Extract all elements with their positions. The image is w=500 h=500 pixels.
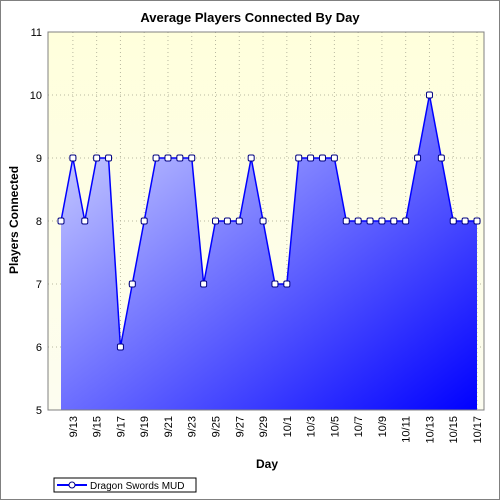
data-point xyxy=(259,217,267,225)
data-point xyxy=(307,154,315,162)
data-point xyxy=(295,154,303,162)
y-tick-label: 8 xyxy=(36,216,42,228)
x-tick-label: 9/21 xyxy=(163,416,175,437)
data-point xyxy=(188,154,196,162)
series-line xyxy=(60,94,477,348)
data-point xyxy=(223,217,231,225)
x-tick-label: 10/1 xyxy=(282,416,294,437)
x-tick-label: 10/11 xyxy=(401,416,413,443)
y-tick-label: 11 xyxy=(31,27,42,39)
data-point xyxy=(105,154,113,162)
y-tick-label: 7 xyxy=(36,279,42,291)
data-point xyxy=(425,91,433,99)
plot-border xyxy=(47,31,485,411)
data-point xyxy=(200,280,208,288)
data-point xyxy=(342,217,350,225)
data-point xyxy=(437,154,445,162)
x-tick-label: 9/29 xyxy=(258,416,270,437)
x-axis-ticks: 9/13 9/15 9/17 9/19 9/21 9/23 9/25 9/27 9/29 10/1… xyxy=(68,416,484,444)
data-point xyxy=(318,154,326,162)
x-tick-label: 9/19 xyxy=(139,416,151,437)
data-point xyxy=(271,280,279,288)
legend-label: Dragon Swords MUD xyxy=(90,481,184,492)
data-point xyxy=(378,217,386,225)
data-point xyxy=(152,154,160,162)
x-tick-label: 10/9 xyxy=(377,416,389,437)
data-point xyxy=(366,217,374,225)
data-point xyxy=(69,154,77,162)
data-point xyxy=(93,154,101,162)
data-point xyxy=(164,154,172,162)
x-tick-label: 9/27 xyxy=(234,416,246,437)
data-point xyxy=(402,217,410,225)
x-tick-label: 10/15 xyxy=(448,416,460,444)
x-tick-label: 10/17 xyxy=(472,416,484,444)
x-tick-label: 10/13 xyxy=(424,416,436,444)
y-tick-label: 6 xyxy=(36,342,42,354)
data-point xyxy=(390,217,398,225)
data-point xyxy=(330,154,338,162)
x-tick-label: 9/15 xyxy=(92,416,104,437)
x-tick-label: 9/23 xyxy=(187,416,199,437)
legend: Dragon Swords MUD xyxy=(53,477,197,493)
data-point xyxy=(128,280,136,288)
data-point xyxy=(176,154,184,162)
data-point xyxy=(354,217,362,225)
chart-title: Average Players Connected By Day xyxy=(140,10,360,25)
y-tick-label: 9 xyxy=(36,153,42,165)
x-tick-label: 9/17 xyxy=(115,416,127,437)
data-point xyxy=(212,217,220,225)
data-point xyxy=(473,217,481,225)
x-axis-title: Day xyxy=(256,457,278,471)
data-point xyxy=(81,217,89,225)
data-point xyxy=(449,217,457,225)
x-tick-label: 10/3 xyxy=(306,416,318,437)
legend-swatch-marker xyxy=(68,481,76,489)
data-point xyxy=(116,343,124,351)
data-point xyxy=(235,217,243,225)
y-tick-label: 5 xyxy=(36,405,42,417)
x-tick-label: 10/7 xyxy=(353,416,365,437)
x-tick-label: 9/25 xyxy=(211,416,223,437)
data-point xyxy=(414,154,422,162)
y-axis-ticks: 5 6 7 8 9 10 11 xyxy=(30,27,42,417)
data-points xyxy=(57,91,481,351)
x-tick-label: 9/13 xyxy=(68,416,80,437)
data-point xyxy=(140,217,148,225)
data-point xyxy=(461,217,469,225)
y-axis-title: Players Connected xyxy=(7,166,21,274)
data-point xyxy=(247,154,255,162)
data-point xyxy=(283,280,291,288)
x-tick-label: 10/5 xyxy=(329,416,341,437)
y-tick-label: 10 xyxy=(30,90,42,102)
legend-box xyxy=(53,477,197,493)
data-point xyxy=(57,217,65,225)
